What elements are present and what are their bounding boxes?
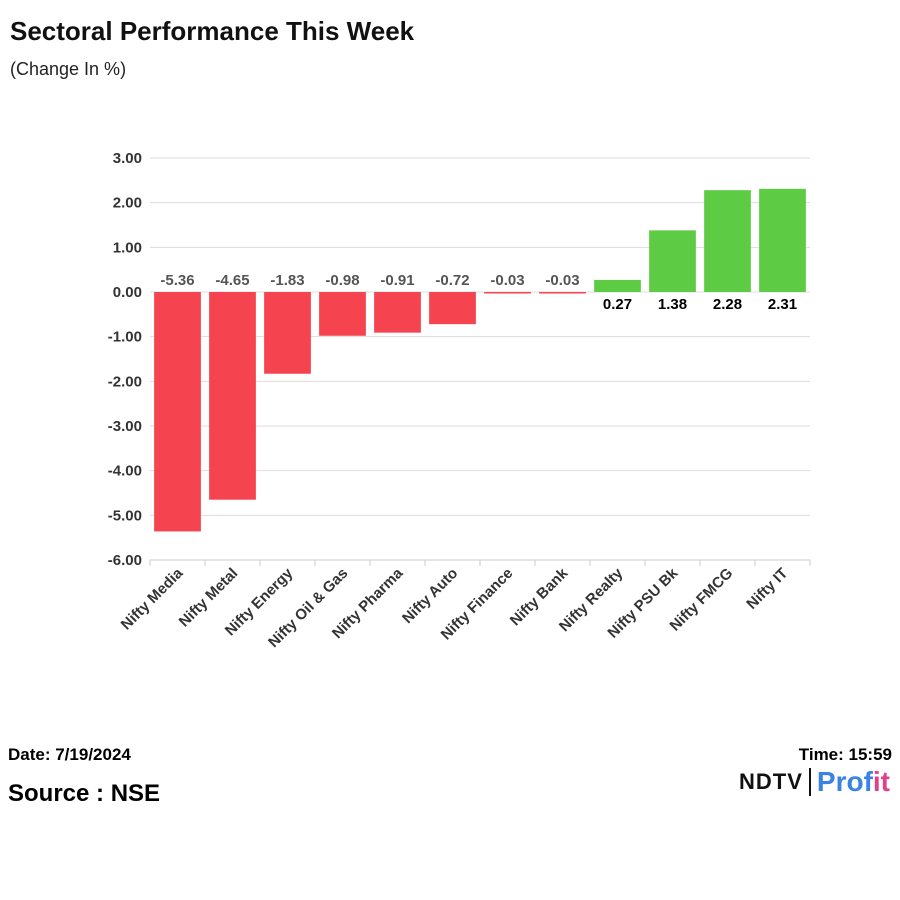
x-category-label: Nifty Media: [118, 564, 187, 633]
bar: [539, 292, 586, 294]
y-tick-label: -4.00: [108, 463, 142, 480]
data-label: 0.27: [603, 296, 632, 313]
y-tick-label: 1.00: [113, 239, 142, 256]
y-tick-label: 2.00: [113, 195, 142, 212]
ndtv-profit-logo: NDTV Profit: [739, 766, 890, 798]
chart-subtitle: (Change In %): [10, 59, 127, 79]
bar: [484, 292, 531, 294]
y-tick-label: -1.00: [108, 329, 142, 346]
data-label: -0.91: [380, 272, 414, 289]
time-label: Time: 15:59: [798, 745, 892, 764]
data-label: 1.38: [658, 296, 687, 313]
chart-title: Sectoral Performance This Week: [10, 16, 415, 46]
source-label: Source : NSE: [8, 780, 161, 807]
bar: [264, 292, 311, 374]
x-category-label: Nifty IT: [743, 565, 791, 613]
y-tick-label: -6.00: [108, 552, 142, 569]
bar: [374, 292, 421, 333]
bar: [209, 292, 256, 500]
bar: [704, 190, 751, 292]
logo-ndtv-text: NDTV: [739, 769, 803, 794]
data-label: -0.03: [545, 272, 579, 289]
y-tick-label: -5.00: [108, 507, 142, 524]
bar: [759, 188, 806, 292]
y-tick-label: -3.00: [108, 418, 142, 435]
bar: [319, 292, 366, 336]
data-label: -1.83: [270, 272, 304, 289]
bar: [594, 279, 641, 292]
bar: [429, 292, 476, 325]
data-label: -0.98: [325, 272, 359, 289]
data-label: -0.03: [490, 272, 524, 289]
data-label: -0.72: [435, 272, 469, 289]
date-label: Date: 7/19/2024: [8, 745, 131, 764]
y-tick-label: 0.00: [113, 284, 142, 301]
logo-profit-main: Prof: [816, 766, 873, 797]
logo-profit-accent: it: [872, 766, 890, 797]
logo-profit-text: Profit: [817, 766, 890, 798]
data-label: -5.36: [160, 272, 194, 289]
data-label: 2.28: [713, 296, 742, 313]
data-label: -4.65: [215, 272, 249, 289]
bar: [154, 292, 201, 532]
data-label: 2.31: [768, 296, 797, 313]
y-tick-label: -2.00: [108, 373, 142, 390]
logo-divider: [808, 768, 811, 796]
bar: [649, 230, 696, 292]
y-tick-label: 3.00: [113, 150, 142, 167]
